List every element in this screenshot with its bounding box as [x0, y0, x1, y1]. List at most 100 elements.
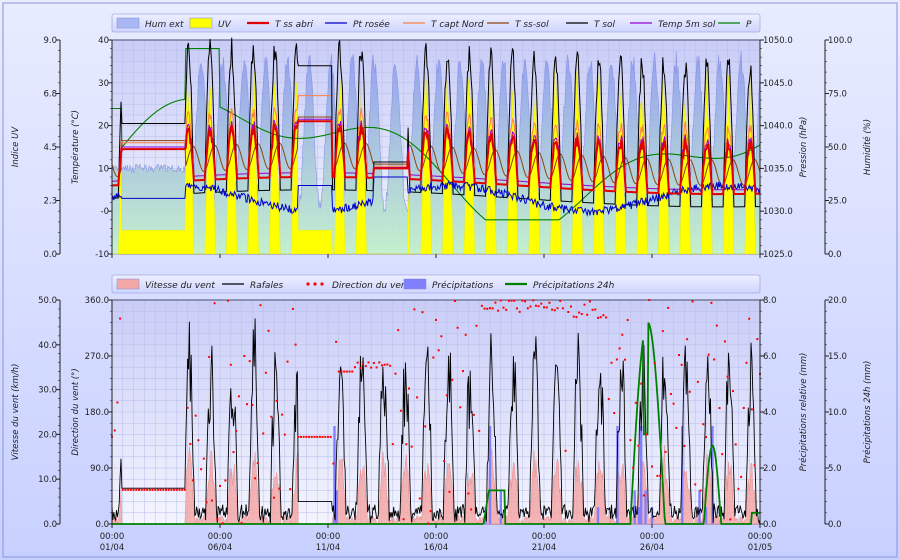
series-direction-du-vent-point: [602, 314, 605, 317]
series-direction-du-vent-point: [745, 361, 748, 364]
series-direction-du-vent-point: [597, 316, 599, 319]
y-tick-label: 25.0: [828, 197, 847, 207]
y-tick-label: 8.0: [763, 296, 777, 306]
series-precipitations-bar: [640, 426, 643, 524]
legend-label: T ss abri: [275, 20, 314, 30]
series-direction-du-vent-point: [707, 353, 710, 356]
series-direction-du-vent-point: [591, 308, 594, 311]
series-direction-du-vent-point: [548, 301, 551, 304]
series-direction-du-vent-point: [699, 489, 702, 492]
series-direction-du-vent-point: [607, 397, 610, 400]
series-direction-du-vent-point: [594, 308, 597, 311]
series-direction-du-vent-point: [453, 299, 456, 302]
series-direction-du-vent-point: [710, 301, 713, 304]
series-direction-du-vent-point: [669, 392, 672, 395]
series-direction-du-vent-point: [615, 358, 618, 361]
series-direction-du-vent-point: [696, 380, 699, 383]
series-direction-du-vent-point: [634, 401, 637, 404]
series-direction-du-vent-point: [632, 466, 635, 469]
series-direction-du-vent-point: [540, 302, 543, 305]
series-direction-du-vent-point: [664, 450, 667, 453]
series-direction-du-vent-point: [300, 435, 302, 438]
series-direction-du-vent-point: [580, 313, 583, 316]
series-direction-du-vent-point: [502, 306, 505, 309]
series-direction-du-vent-point: [197, 439, 200, 442]
series-direction-du-vent-point: [675, 426, 678, 429]
series-direction-du-vent-point: [583, 303, 586, 306]
series-direction-du-vent-point: [729, 518, 732, 521]
y-tick-label: 30.0: [38, 386, 57, 396]
y-tick-label: 1040.0: [763, 122, 793, 132]
series-direction-du-vent-point: [229, 363, 232, 366]
series-precipitations-bar: [633, 490, 636, 524]
y-tick-label: 2.3: [43, 197, 57, 207]
series-direction-du-vent-point: [472, 413, 475, 416]
y-axis-label: Précipitations relative (mm): [798, 353, 809, 472]
series-direction-du-vent-point: [216, 518, 219, 521]
series-direction-du-vent-point: [335, 340, 338, 343]
series-direction-du-vent-point: [378, 361, 381, 364]
series-direction-du-vent-point: [243, 354, 246, 357]
series-rafales: [111, 318, 761, 525]
y-tick-label: 4.0: [763, 408, 777, 418]
series-direction-du-vent-point: [572, 315, 575, 318]
series-t-ss-sol: [111, 116, 761, 187]
series-direction-du-vent-point: [524, 300, 527, 303]
series-direction-du-vent-point: [645, 433, 648, 436]
y-axis-label: Température (°C): [70, 110, 81, 184]
series-direction-du-vent-point: [656, 474, 659, 477]
x-tick-label-date: 26/04: [640, 543, 665, 553]
series-direction-du-vent-point: [659, 474, 662, 477]
series-direction-du-vent-point: [529, 305, 532, 308]
series-direction-du-vent-point: [491, 307, 494, 310]
series-direction-du-vent-point: [348, 370, 351, 373]
series-direction-du-vent-point: [483, 307, 486, 310]
series-direction-du-vent-point: [564, 449, 567, 452]
x-axis-dates: 00:0001/0400:0006/0400:0011/0400:0016/04…: [100, 524, 773, 553]
series-direction-du-vent-point: [534, 304, 537, 307]
series-precipitations-bar: [681, 426, 684, 524]
series-direction-du-vent-point: [310, 435, 313, 438]
series-direction-du-vent-point: [683, 444, 686, 447]
series-direction-du-vent-point: [713, 358, 716, 361]
legend-swatch: [189, 17, 213, 29]
legend-swatch: [306, 282, 310, 286]
series-direction-du-vent-point: [329, 435, 332, 438]
series-direction-du-vent-point: [254, 477, 257, 480]
series-direction-du-vent-point: [402, 518, 405, 521]
legend-label: Temp 5m sol: [658, 20, 716, 30]
series-direction-du-vent-point: [624, 358, 626, 361]
series-direction-du-vent-point: [734, 443, 737, 446]
series-direction-du-vent-point: [235, 430, 238, 433]
x-tick-label-time: 00:00: [748, 532, 773, 542]
series-direction-du-vent-point: [364, 365, 367, 368]
series-direction-du-vent-point: [297, 435, 300, 438]
y-tick-label: -0: [101, 207, 109, 217]
y-tick-label: 15.0: [828, 352, 847, 362]
series-precipitations-bar: [488, 426, 492, 524]
series-direction-du-vent-point: [262, 432, 265, 435]
series-direction-du-vent-point: [156, 488, 159, 491]
series-direction-du-vent-point: [162, 488, 165, 491]
x-tick-label-time: 00:00: [316, 532, 341, 542]
series-direction-du-vent-point: [232, 451, 235, 454]
legend-swatch: [403, 278, 427, 290]
series-direction-du-vent-point: [251, 403, 254, 406]
series-direction-du-vent-point: [599, 316, 602, 319]
series-direction-du-vent-point: [561, 307, 564, 310]
y-tick-label: 270.0: [85, 352, 109, 362]
series-direction-du-vent-point: [124, 488, 127, 491]
series-direction-du-vent-point: [327, 435, 329, 438]
series-direction-du-vent-point: [570, 305, 572, 308]
x-tick-label-time: 00:00: [640, 532, 665, 542]
legend-label: P: [746, 20, 752, 30]
series-direction-du-vent-point: [129, 488, 132, 491]
y-tick-label: 10: [98, 164, 109, 174]
x-tick-label-time: 00:00: [532, 532, 557, 542]
series-direction-du-vent-point: [497, 309, 500, 312]
series-direction-du-vent-point: [116, 401, 119, 404]
y-tick-label: 20: [98, 122, 109, 132]
series-direction-du-vent-point: [362, 363, 365, 366]
series-direction-du-vent-point: [281, 413, 284, 416]
